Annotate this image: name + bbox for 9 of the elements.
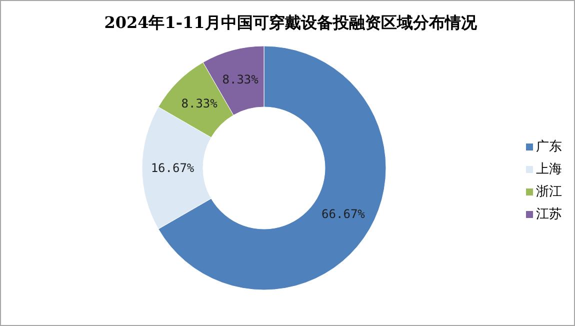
data-label: 16.67%	[150, 160, 195, 175]
data-label: 66.67%	[322, 206, 366, 221]
legend-label: 江苏	[536, 207, 562, 222]
legend-label: 浙江	[536, 184, 562, 200]
data-label: 8.33%	[222, 72, 260, 87]
data-label: 8.33%	[181, 96, 218, 110]
legend-label: 上海	[536, 162, 562, 177]
legend-label: 广东	[536, 140, 562, 154]
chart-title: 2024年1-11月中国可穿戴设备投融资区域分布情况	[104, 13, 478, 32]
